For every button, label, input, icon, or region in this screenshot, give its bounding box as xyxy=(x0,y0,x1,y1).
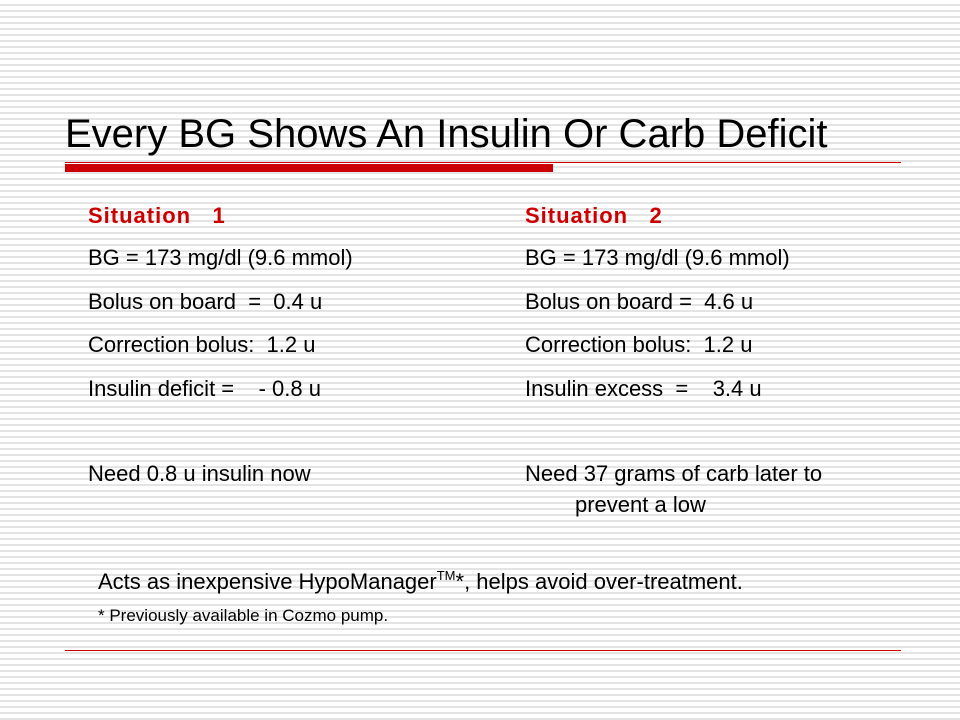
situation-2-bg: BG = 173 mg/dl (9.6 mmol) xyxy=(525,245,790,270)
situation-2-need-line2: prevent a low xyxy=(575,492,706,517)
situation-2-heading: Situation 2 xyxy=(525,203,663,228)
situation-2-result: Insulin excess = 3.4 u xyxy=(525,376,762,401)
situation-1-correction: Correction bolus: 1.2 u xyxy=(88,332,316,357)
situation-1-bolus-on-board: Bolus on board = 0.4 u xyxy=(88,289,323,314)
situation-2-need-line1: Need 37 grams of carb later to xyxy=(525,461,823,486)
situation-2-correction: Correction bolus: 1.2 u xyxy=(525,332,753,357)
title-divider-thick xyxy=(65,164,553,172)
trademark-superscript: TM xyxy=(436,568,456,583)
title-divider-thin xyxy=(65,162,901,163)
slide-title: Every BG Shows An Insulin Or Carb Defici… xyxy=(65,112,828,156)
summary-note-before: Acts as inexpensive HypoManager xyxy=(98,569,437,594)
situation-1-result: Insulin deficit = - 0.8 u xyxy=(88,376,321,401)
situation-1-heading: Situation 1 xyxy=(88,203,226,228)
bottom-divider xyxy=(65,650,901,651)
summary-note: Acts as inexpensive HypoManagerTM*, help… xyxy=(98,562,743,596)
footnote: * Previously available in Cozmo pump. xyxy=(98,606,389,625)
situation-1-need: Need 0.8 u insulin now xyxy=(88,461,311,486)
situation-1-bg: BG = 173 mg/dl (9.6 mmol) xyxy=(88,245,353,270)
situation-2-bolus-on-board: Bolus on board = 4.6 u xyxy=(525,289,754,314)
summary-note-after: *, helps avoid over-treatment. xyxy=(455,569,743,594)
